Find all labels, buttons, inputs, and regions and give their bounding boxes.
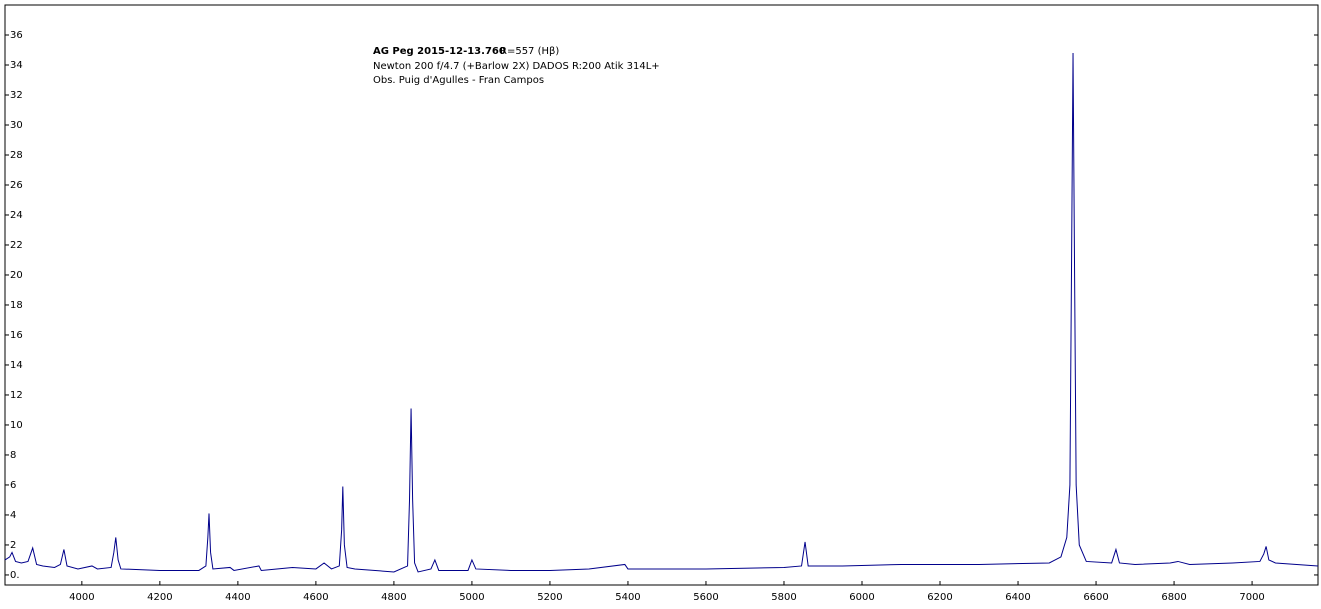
x-tick-label: 5200: [537, 592, 562, 603]
y-tick-label: 32: [10, 90, 23, 101]
x-tick-label: 5800: [771, 592, 796, 603]
x-tick-label: 4400: [225, 592, 250, 603]
y-tick-label: 4: [10, 510, 16, 521]
x-tick-label: 6600: [1083, 592, 1108, 603]
y-tick-label: 24: [10, 210, 23, 221]
y-tick-label: 8: [10, 450, 16, 461]
x-tick-label: 4000: [69, 592, 94, 603]
spectrum-line: [4, 52, 1319, 573]
plot-frame: [4, 4, 1319, 586]
x-tick-label: 6000: [849, 592, 874, 603]
x-tick-label: 4800: [381, 592, 406, 603]
annotation-resolution: R=557 (Hβ): [500, 46, 559, 57]
y-tick-label: 2: [10, 540, 16, 551]
y-tick-label: 30: [10, 120, 23, 131]
x-tick-label: 7000: [1239, 592, 1264, 603]
annotation-title: AG Peg 2015-12-13.760: [373, 46, 506, 57]
x-tick-label: 4200: [147, 592, 172, 603]
y-tick-label: 20: [10, 270, 23, 281]
annotation-setup: Newton 200 f/4.7 (+Barlow 2X) DADOS R:20…: [373, 61, 660, 72]
y-tick-label: 28: [10, 150, 23, 161]
y-tick-label: 12: [10, 390, 23, 401]
y-tick-label: 18: [10, 300, 23, 311]
x-tick-label: 6400: [1005, 592, 1030, 603]
y-tick-label: 26: [10, 180, 23, 191]
y-tick-label: 6: [10, 480, 16, 491]
y-tick-label: 34: [10, 60, 23, 71]
y-tick-label: 10: [10, 420, 23, 431]
x-tick-label: 6200: [927, 592, 952, 603]
annotation-observer: Obs. Puig d'Agulles - Fran Campos: [373, 75, 544, 86]
x-tick-label: 6800: [1161, 592, 1186, 603]
x-tick-label: 5000: [459, 592, 484, 603]
x-tick-label: 4600: [303, 592, 328, 603]
y-tick-label: 22: [10, 240, 23, 251]
x-tick-label: 5400: [615, 592, 640, 603]
y-tick-label: 36: [10, 30, 23, 41]
y-tick-label: 0.: [10, 570, 20, 581]
y-tick-label: 16: [10, 330, 23, 341]
y-tick-label: 14: [10, 360, 23, 371]
x-tick-label: 5600: [693, 592, 718, 603]
